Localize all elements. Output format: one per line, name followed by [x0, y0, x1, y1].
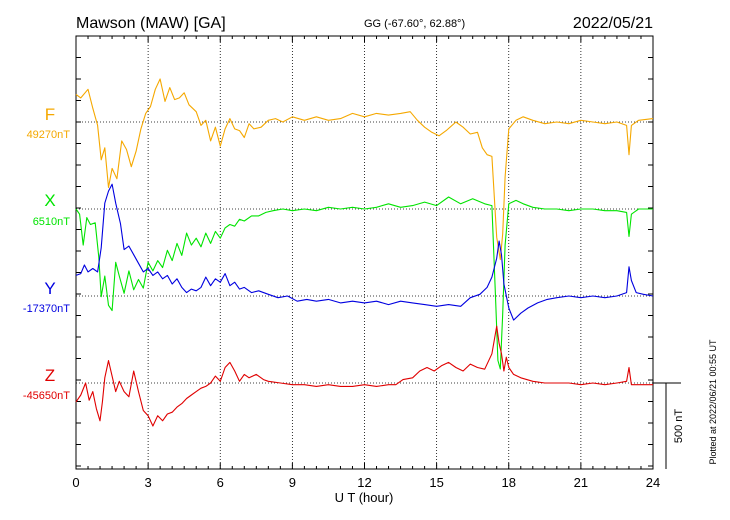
date-label: 2022/05/21: [573, 15, 653, 32]
x-tick-label-6: 6: [217, 475, 224, 490]
series-labels: F 49270nT X 6510nT Y -17370nT Z -45650nT: [23, 105, 70, 402]
series-label-f: F: [45, 105, 55, 124]
x-tick-label-9: 9: [289, 475, 296, 490]
series-label-z: Z: [45, 366, 55, 385]
trace-y: [75, 183, 654, 321]
trace-f: [75, 78, 654, 261]
station-title: Mawson (MAW) [GA]: [76, 15, 226, 32]
data-traces: [75, 78, 654, 427]
x-tick-label-15: 15: [429, 475, 443, 490]
x-tick-label-12: 12: [357, 475, 371, 490]
baseline-value-x: 6510nT: [33, 216, 71, 228]
x-tick-label-24: 24: [646, 475, 660, 490]
scale-bar: 500 nT: [653, 382, 685, 469]
series-label-y: Y: [44, 279, 55, 298]
x-tick-label-3: 3: [145, 475, 152, 490]
plot-frame: [75, 35, 654, 470]
x-tick-label-18: 18: [502, 475, 516, 490]
baseline-value-y: -17370nT: [23, 303, 70, 315]
trace-z: [75, 325, 653, 427]
baseline-value-f: 49270nT: [27, 129, 71, 141]
plotted-timestamp: Plotted at 2022/06/21 00:55 UT: [708, 339, 718, 465]
series-label-x: X: [44, 191, 55, 210]
trace-x: [75, 196, 653, 370]
x-tick-label-0: 0: [72, 475, 79, 490]
station-coords: GG (-67.60°, 62.88°): [364, 18, 465, 30]
x-axis-label: U T (hour): [335, 490, 394, 505]
baseline-value-z: -45650nT: [23, 390, 70, 402]
x-tick-labels: 0 3 6 9 12 15 18 21 24: [72, 475, 660, 490]
chart-grid: [76, 36, 653, 469]
scale-bar-label: 500 nT: [673, 409, 685, 444]
x-tick-label-21: 21: [574, 475, 588, 490]
